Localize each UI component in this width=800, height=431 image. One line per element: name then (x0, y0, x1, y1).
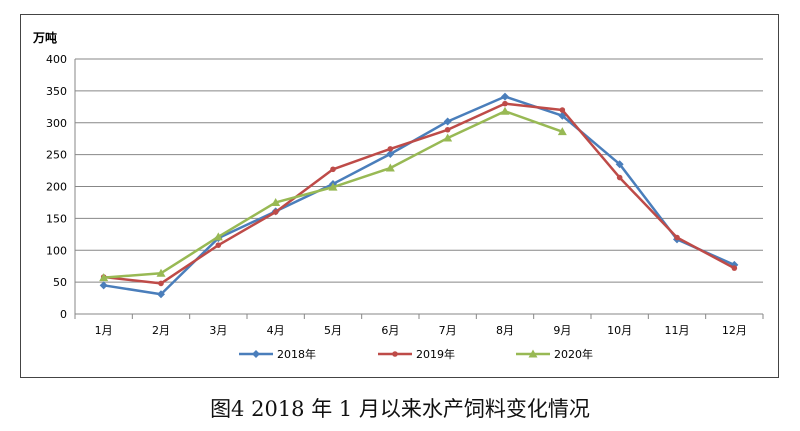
y-tick-label: 200 (46, 181, 67, 194)
data-point (615, 160, 624, 169)
data-point (443, 133, 453, 142)
series-line-2 (103, 102, 735, 285)
x-tick-label: 3月 (209, 324, 227, 337)
series-line-1 (103, 95, 735, 296)
y-tick-label: 0 (60, 308, 67, 321)
line-chart: 0 50 100 150 200 250 300 350 400 万吨 1月 2月 3月 4月 5月 6月 7月… (32, 30, 764, 361)
data-point (386, 149, 395, 158)
data-point (156, 268, 166, 277)
data-point (99, 273, 109, 282)
data-point (501, 92, 509, 101)
series-line-3 (103, 110, 563, 279)
data-point (387, 146, 394, 152)
data-point (215, 242, 222, 248)
y-tick-label: 350 (46, 85, 67, 98)
data-point (616, 174, 623, 181)
data-point (385, 163, 395, 172)
chart-frame: 0 50 100 150 200 250 300 350 400 万吨 1月 2月 3月 4月 5月 6月 7月… (20, 14, 779, 378)
x-tick-label: 5月 (324, 324, 342, 337)
data-point (328, 182, 338, 191)
x-tick-label: 8月 (496, 324, 514, 337)
x-tick-label: 10月 (607, 324, 632, 337)
x-tick-label: 12月 (722, 324, 747, 337)
y-tick-label: 300 (46, 117, 67, 130)
y-tick-label: 150 (46, 212, 67, 225)
x-tick-label: 4月 (267, 324, 285, 337)
data-point (731, 265, 738, 271)
legend-label: 2018年 (277, 347, 316, 361)
data-point (157, 290, 165, 299)
x-tick-label: 9月 (553, 324, 571, 337)
data-point (674, 234, 680, 241)
data-point (271, 197, 281, 206)
y-tick-label: 250 (46, 149, 67, 162)
y-tick-label: 100 (46, 244, 67, 257)
y-tick-label: 50 (53, 276, 67, 289)
data-point (158, 280, 164, 287)
data-point (500, 106, 510, 115)
legend-label: 2020年 (554, 347, 593, 361)
legend-marker (528, 349, 538, 358)
x-tick-label: 11月 (665, 324, 690, 337)
data-point (557, 127, 567, 136)
data-point (213, 232, 223, 241)
legend-label: 2019年 (416, 347, 455, 361)
data-point (330, 166, 336, 173)
data-point (99, 281, 108, 290)
x-tick-label: 7月 (439, 324, 457, 337)
y-tick-label: 400 (46, 53, 67, 66)
legend-marker (252, 350, 260, 358)
data-point (443, 117, 452, 126)
figure-caption: 图4 2018 年 1 月以来水产饲料变化情况 (210, 397, 590, 421)
data-point (559, 107, 566, 113)
data-point (272, 209, 279, 215)
x-tick-label: 6月 (381, 324, 399, 337)
y-axis-label: 万吨 (32, 30, 57, 45)
x-tick-label: 2月 (152, 324, 170, 337)
x-tick-label: 1月 (95, 324, 113, 337)
data-point (502, 100, 508, 107)
data-point (444, 126, 451, 133)
legend-marker (392, 351, 398, 357)
